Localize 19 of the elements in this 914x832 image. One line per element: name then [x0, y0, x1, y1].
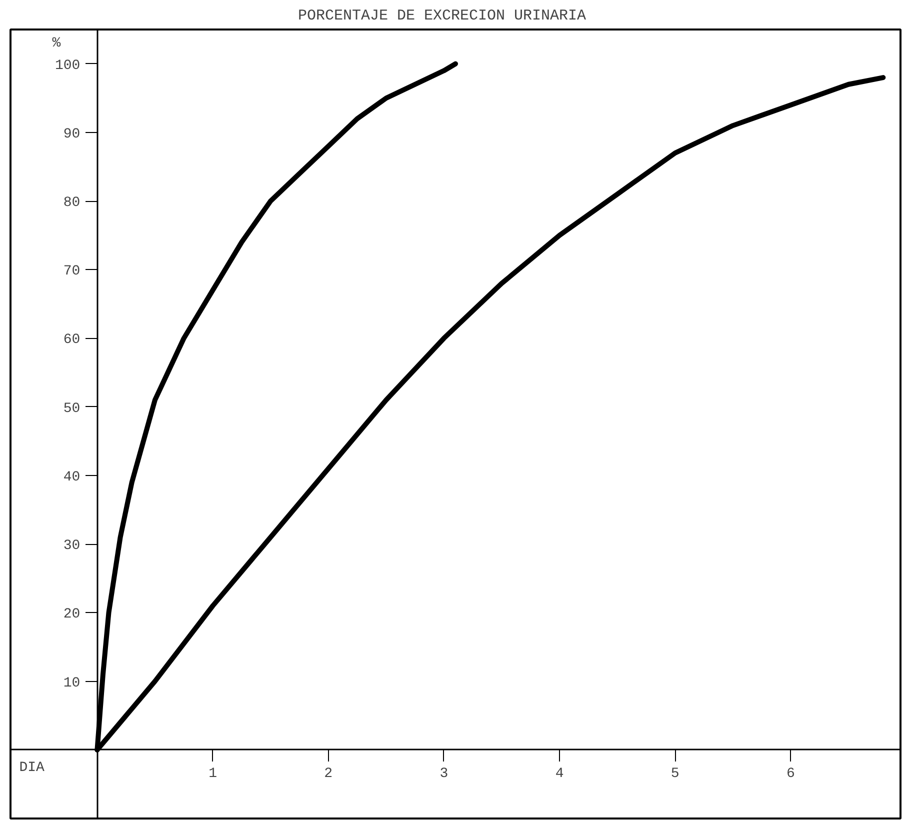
x-tick-label: 5	[670, 766, 680, 782]
y-tick-label: 20	[63, 606, 80, 623]
x-axis-title: DIA	[19, 760, 45, 776]
y-tick-label: 30	[63, 538, 80, 554]
x-tick-label: 4	[555, 766, 564, 782]
y-tick-label: 60	[63, 332, 80, 348]
y-tick-label: 80	[63, 195, 80, 212]
x-tick-label: 3	[440, 766, 448, 782]
y-tick-label: 70	[63, 264, 80, 280]
y-axis-title: %	[52, 36, 62, 52]
y-tick-label: 10	[63, 675, 80, 692]
y-tick-label: 100	[54, 58, 80, 74]
y-tick-label: 40	[63, 469, 80, 486]
chart-title: PORCENTAJE DE EXCRECION URINARIA	[298, 8, 586, 24]
x-tick-label: 1	[208, 766, 217, 782]
y-tick-label: 90	[63, 126, 80, 142]
x-tick-label: 6	[786, 766, 795, 782]
y-tick-label: 50	[63, 400, 80, 417]
x-tick-label: 2	[324, 766, 333, 782]
